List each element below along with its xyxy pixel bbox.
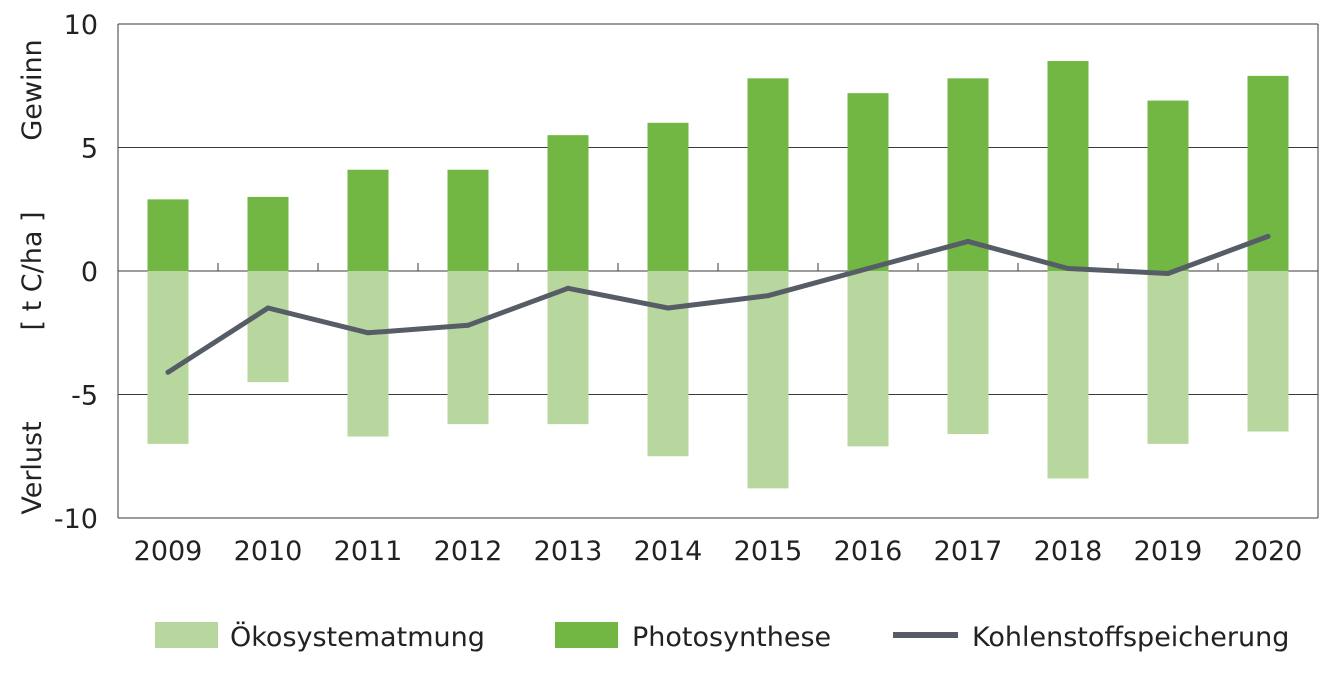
point-kohlenstoffspeicherung-2015 (765, 293, 771, 299)
point-kohlenstoffspeicherung-2009 (165, 369, 171, 375)
bars (147, 61, 1289, 489)
y-tick-label-3: -5 (71, 381, 98, 412)
bar-photosynthese-2011 (347, 169, 389, 271)
point-kohlenstoffspeicherung-2010 (265, 305, 271, 311)
bar-photosynthese-2013 (547, 135, 589, 271)
legend-swatch-photosynthese (555, 622, 618, 648)
y-tick-labels: 10 5 0 -5 -10 (54, 10, 98, 535)
point-kohlenstoffspeicherung-2011 (365, 330, 371, 336)
legend-label-photosynthese: Photosynthese (632, 622, 831, 653)
point-kohlenstoffspeicherung-2020 (1265, 233, 1271, 239)
bar-photosynthese-2019 (1147, 100, 1189, 271)
bar-photosynthese-2009 (147, 199, 189, 271)
x-tick-label-2019: 2019 (1134, 536, 1203, 567)
point-kohlenstoffspeicherung-2014 (665, 305, 671, 311)
y-axis-label: [ t C/ha ] (17, 211, 48, 330)
bar-oekosystematmung-2019 (1147, 271, 1189, 444)
x-tick-label-2015: 2015 (734, 536, 803, 567)
bar-photosynthese-2016 (847, 93, 889, 271)
legend-label-oekosystematmung: Ökosystematmung (230, 621, 485, 653)
x-tick-label-2009: 2009 (134, 536, 203, 567)
x-tick-label-2013: 2013 (534, 536, 603, 567)
bar-photosynthese-2014 (647, 122, 689, 271)
bar-photosynthese-2012 (447, 169, 489, 271)
bar-oekosystematmung-2010 (247, 271, 289, 383)
point-kohlenstoffspeicherung-2019 (1165, 270, 1171, 276)
bar-oekosystematmung-2015 (747, 271, 789, 489)
x-tick-label-2016: 2016 (834, 536, 903, 567)
point-kohlenstoffspeicherung-2017 (965, 238, 971, 244)
bar-oekosystematmung-2013 (547, 271, 589, 425)
legend: Ökosystematmung Photosynthese Kohlenstof… (155, 621, 1289, 653)
x-tick-label-2014: 2014 (634, 536, 703, 567)
x-tick-label-2012: 2012 (434, 536, 503, 567)
y-axis-label-top: Gewinn (17, 39, 48, 140)
y-tick-label-1: 5 (81, 134, 98, 165)
legend-label-kohlenstoffspeicherung: Kohlenstoffspeicherung (972, 622, 1289, 653)
y-tick-label-0: 10 (64, 10, 98, 41)
point-kohlenstoffspeicherung-2016 (865, 266, 871, 272)
legend-swatch-oekosystematmung (155, 622, 218, 648)
point-kohlenstoffspeicherung-2013 (565, 285, 571, 291)
bar-oekosystematmung-2012 (447, 271, 489, 425)
bar-oekosystematmung-2020 (1247, 271, 1289, 432)
x-tick-label-2020: 2020 (1234, 536, 1303, 567)
y-tick-label-4: -10 (54, 504, 98, 535)
point-kohlenstoffspeicherung-2012 (465, 322, 471, 328)
bar-photosynthese-2010 (247, 196, 289, 271)
bar-oekosystematmung-2016 (847, 271, 889, 447)
x-tick-labels: 2009 2010 2011 2012 2013 2014 2015 2016 2017 2018… (134, 536, 1303, 567)
x-tick-label-2010: 2010 (234, 536, 303, 567)
bar-oekosystematmung-2017 (947, 271, 989, 435)
x-tick-label-2017: 2017 (934, 536, 1003, 567)
line-kohlenstoffspeicherung (165, 233, 1271, 375)
bar-oekosystematmung-2011 (347, 271, 389, 437)
bar-oekosystematmung-2014 (647, 271, 689, 457)
bar-oekosystematmung-2009 (147, 271, 189, 444)
bar-oekosystematmung-2018 (1047, 271, 1089, 479)
plot-frame (117, 24, 1319, 518)
x-tick-label-2011: 2011 (334, 536, 403, 567)
bar-photosynthese-2015 (747, 78, 789, 271)
bar-photosynthese-2018 (1047, 61, 1089, 271)
y-tick-label-2: 0 (81, 257, 98, 288)
point-kohlenstoffspeicherung-2018 (1065, 266, 1071, 272)
y-axis-label-bottom: Verlust (17, 421, 48, 514)
storage-line (165, 233, 1271, 375)
x-tick-label-2018: 2018 (1034, 536, 1103, 567)
